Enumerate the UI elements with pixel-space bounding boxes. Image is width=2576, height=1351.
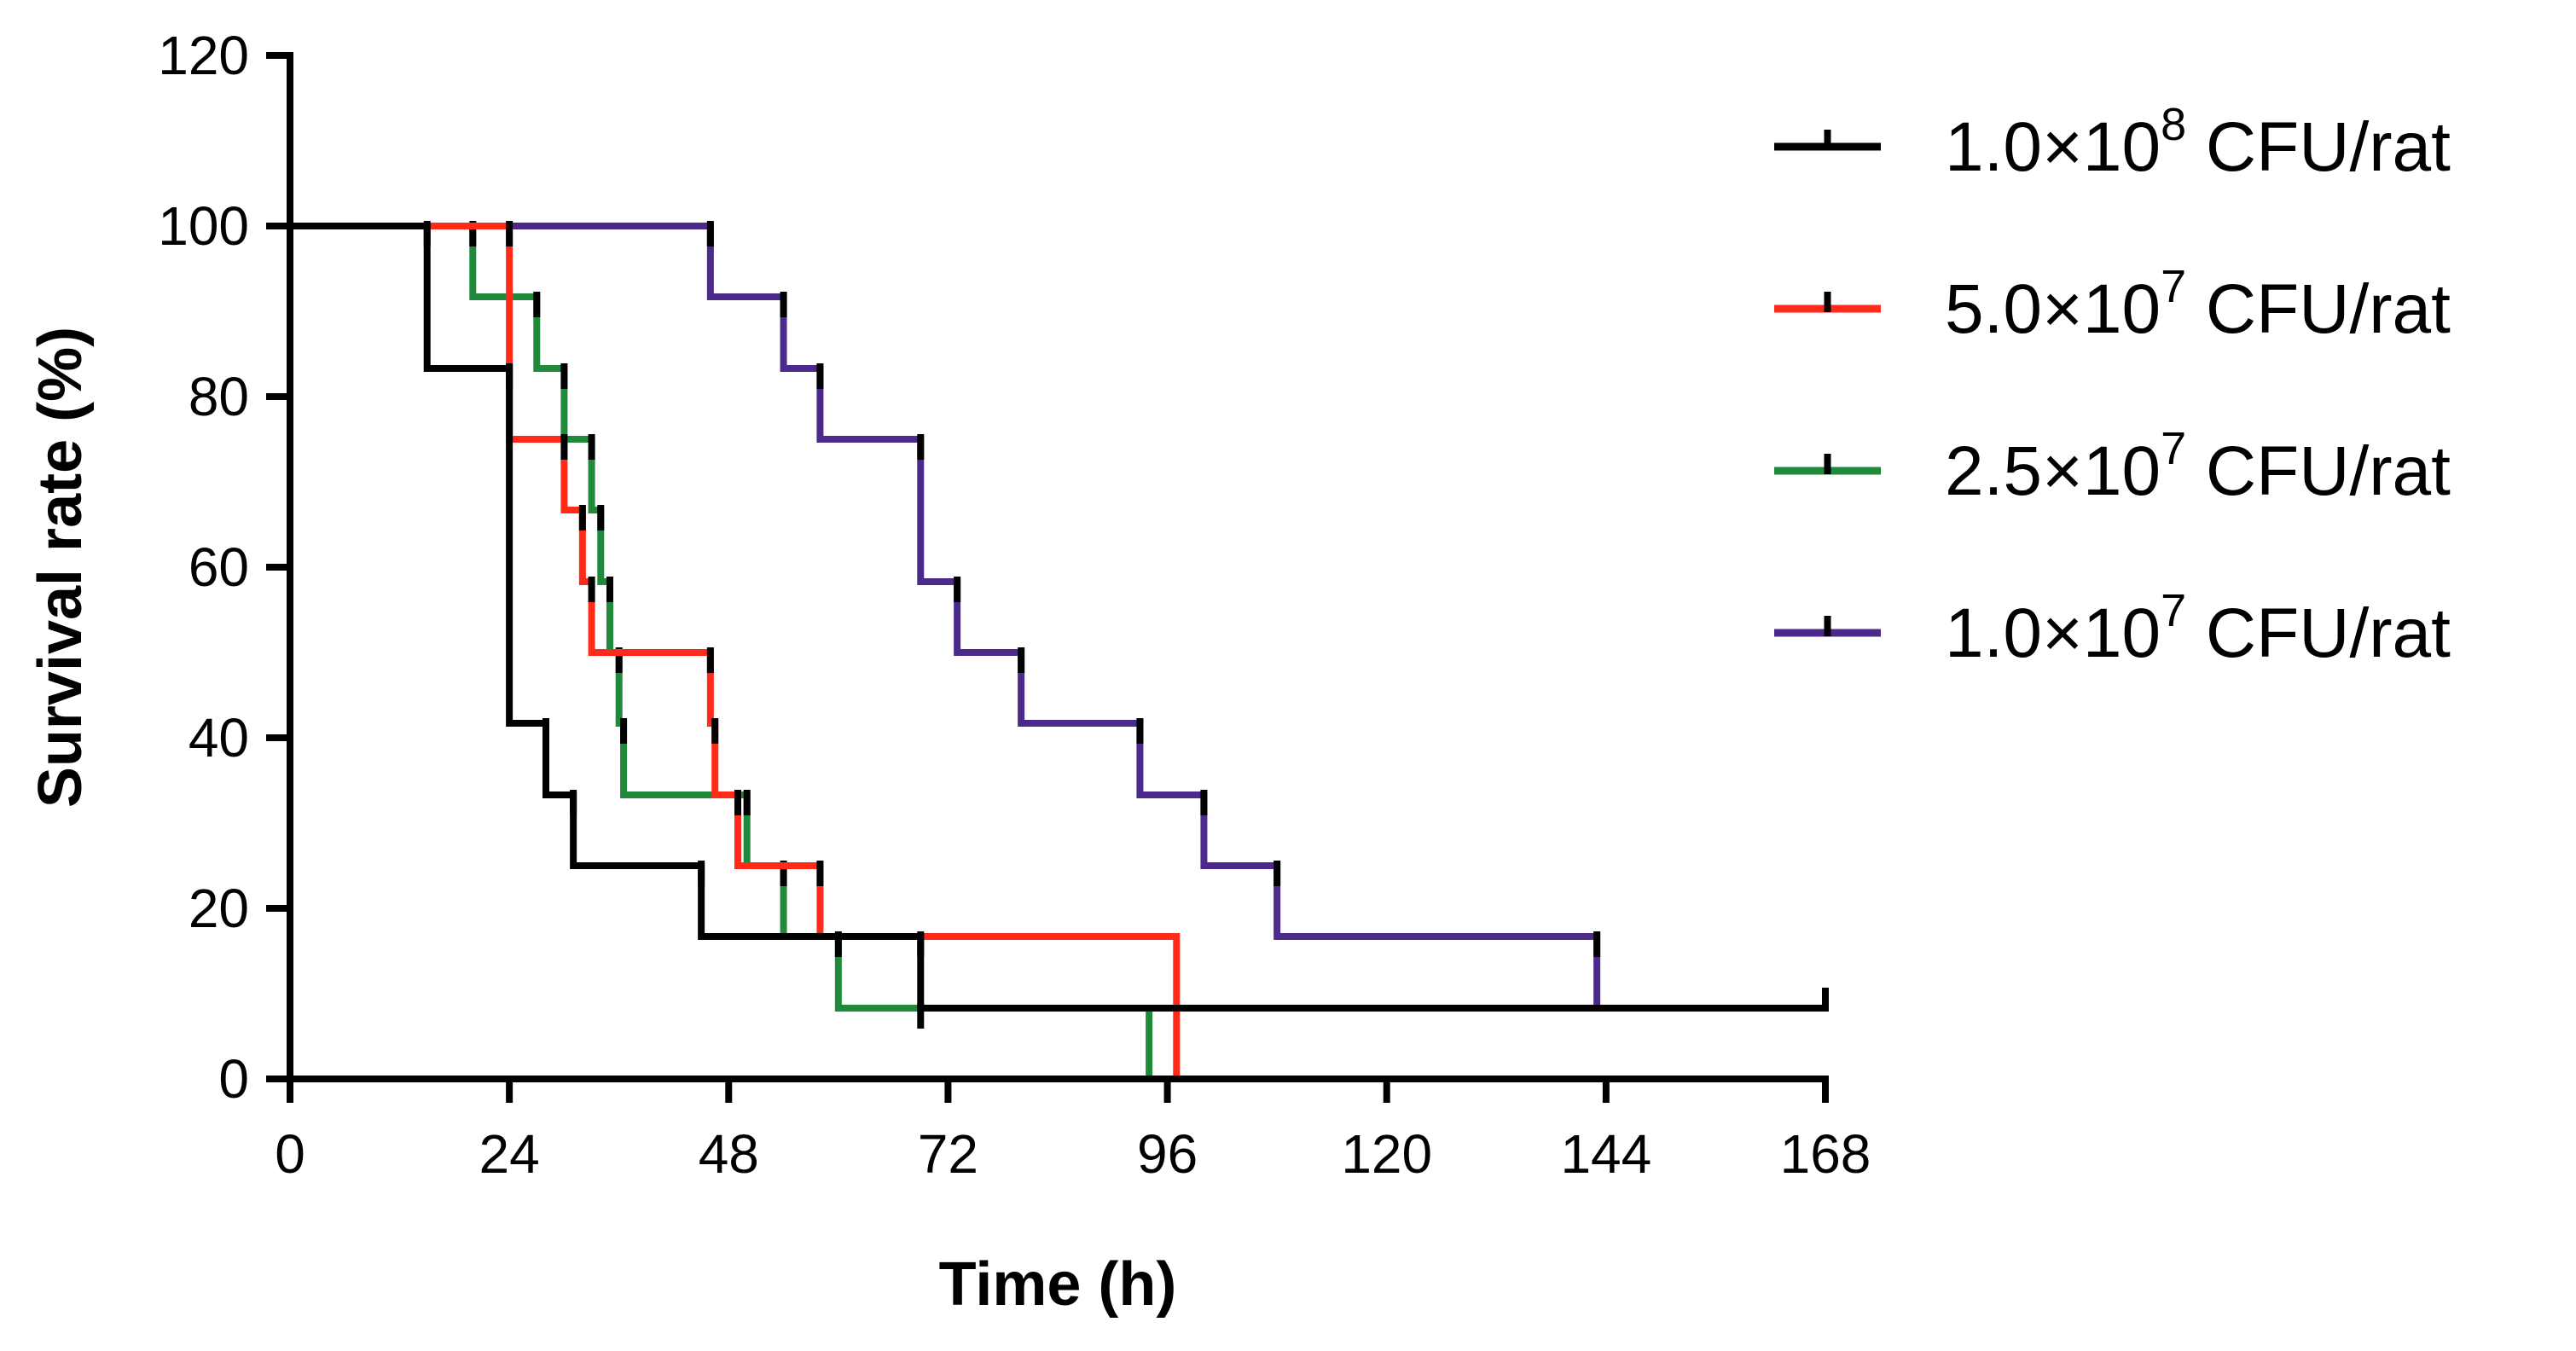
- y-tick-label: 60: [189, 536, 249, 598]
- x-axis-title: Time (h): [939, 1250, 1177, 1319]
- x-tick-label: 168: [1780, 1123, 1871, 1185]
- x-tick-label: 96: [1137, 1123, 1198, 1185]
- legend-label-base: 2.5×10: [1945, 432, 2161, 510]
- x-tick-label: 72: [918, 1123, 978, 1185]
- legend-label: 1.0×108 CFU/rat: [1945, 99, 2451, 186]
- x-tick-label: 48: [699, 1123, 759, 1185]
- y-axis-title: Survival rate (%): [26, 327, 95, 808]
- legend-label-exponent: 7: [2161, 585, 2186, 636]
- legend-label: 5.0×107 CFU/rat: [1945, 261, 2451, 348]
- y-tick-label: 20: [189, 878, 249, 939]
- legend-label-exponent: 7: [2161, 261, 2186, 312]
- plot-series: [287, 221, 1829, 1082]
- legend-label: 2.5×107 CFU/rat: [1945, 423, 2451, 510]
- legend-label-unit: CFU/rat: [2186, 270, 2451, 348]
- x-tick-label: 120: [1341, 1123, 1432, 1185]
- axes: [287, 52, 1829, 1082]
- y-ticks: 0 20 40 60 80 100 120: [158, 25, 290, 1110]
- x-tick-label: 24: [479, 1123, 540, 1185]
- y-tick-label: 80: [189, 366, 249, 427]
- y-tick-label: 100: [158, 195, 249, 257]
- legend-label-exponent: 7: [2161, 423, 2186, 474]
- legend-label: 1.0×107 CFU/rat: [1945, 585, 2451, 672]
- legend-label-unit: CFU/rat: [2186, 108, 2451, 186]
- x-tick-label: 144: [1560, 1123, 1651, 1185]
- legend-item: 1.0×107 CFU/rat: [1774, 585, 2451, 672]
- legend-item: 2.5×107 CFU/rat: [1774, 423, 2451, 510]
- legend-item: 1.0×108 CFU/rat: [1774, 99, 2451, 186]
- survival-curve-4: [287, 223, 1601, 1012]
- y-tick-label: 120: [158, 25, 249, 86]
- legend-label-exponent: 8: [2161, 99, 2186, 150]
- survival-curve-2: [287, 223, 1181, 1082]
- legend-label-base: 5.0×10: [1945, 270, 2161, 348]
- y-tick-label: 0: [218, 1048, 249, 1110]
- y-tick-label: 40: [189, 707, 249, 768]
- x-ticks: 0 24 48 72 96 120 144 168: [275, 1079, 1871, 1185]
- legend-label-unit: CFU/rat: [2186, 594, 2451, 672]
- legend-label-unit: CFU/rat: [2186, 432, 2451, 510]
- survival-curve-1: [287, 223, 1829, 1012]
- legend-label-base: 1.0×10: [1945, 594, 2161, 672]
- legend-label-base: 1.0×10: [1945, 108, 2161, 186]
- x-tick-label: 0: [275, 1123, 305, 1185]
- legend-item: 5.0×107 CFU/rat: [1774, 261, 2451, 348]
